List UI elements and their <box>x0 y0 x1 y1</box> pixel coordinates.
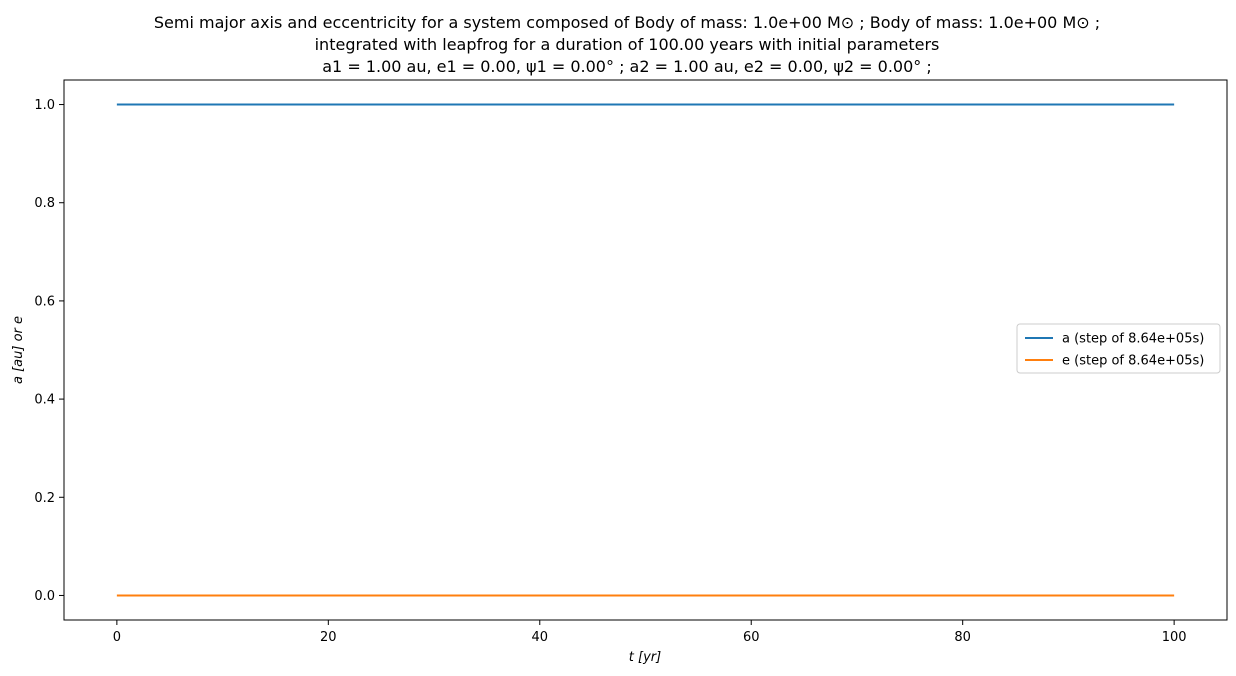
legend: a (step of 8.64e+05s) e (step of 8.64e+05… <box>1016 323 1221 374</box>
legend-box <box>1016 323 1221 374</box>
legend-label-0: a (step of 8.64e+05s) <box>1062 332 1204 347</box>
plot-frame <box>63 79 1228 621</box>
y-axis-label: a [au] or e <box>11 316 26 384</box>
title-line-3: a1 = 1.00 au, e1 = 0.00, ψ1 = 0.00° ; a2… <box>322 57 932 76</box>
y-tick-label: 0.4 <box>34 393 55 408</box>
y-tick-label: 1.0 <box>34 98 55 113</box>
x-tick-label: 20 <box>320 630 337 645</box>
y-tick-label: 0.0 <box>34 589 55 604</box>
title-line-2: integrated with leapfrog for a duration … <box>315 35 940 54</box>
y-tick-label: 0.8 <box>34 196 55 211</box>
chart-title: Semi major axis and eccentricity for a s… <box>154 13 1100 76</box>
x-tick-label: 0 <box>113 630 121 645</box>
y-axis: 0.0 0.2 0.4 0.6 0.8 1.0 <box>34 98 64 604</box>
x-axis-label: t [yr] <box>629 650 661 665</box>
y-tick-label: 0.6 <box>34 294 55 309</box>
x-axis: 0 20 40 60 80 100 <box>113 620 1187 645</box>
x-tick-label: 80 <box>954 630 971 645</box>
x-tick-label: 100 <box>1162 630 1187 645</box>
series-layer <box>116 103 1175 597</box>
title-line-1: Semi major axis and eccentricity for a s… <box>154 13 1100 32</box>
legend-label-1: e (step of 8.64e+05s) <box>1062 354 1204 369</box>
x-tick-label: 60 <box>743 630 760 645</box>
x-tick-label: 40 <box>531 630 548 645</box>
y-tick-label: 0.2 <box>34 491 55 506</box>
